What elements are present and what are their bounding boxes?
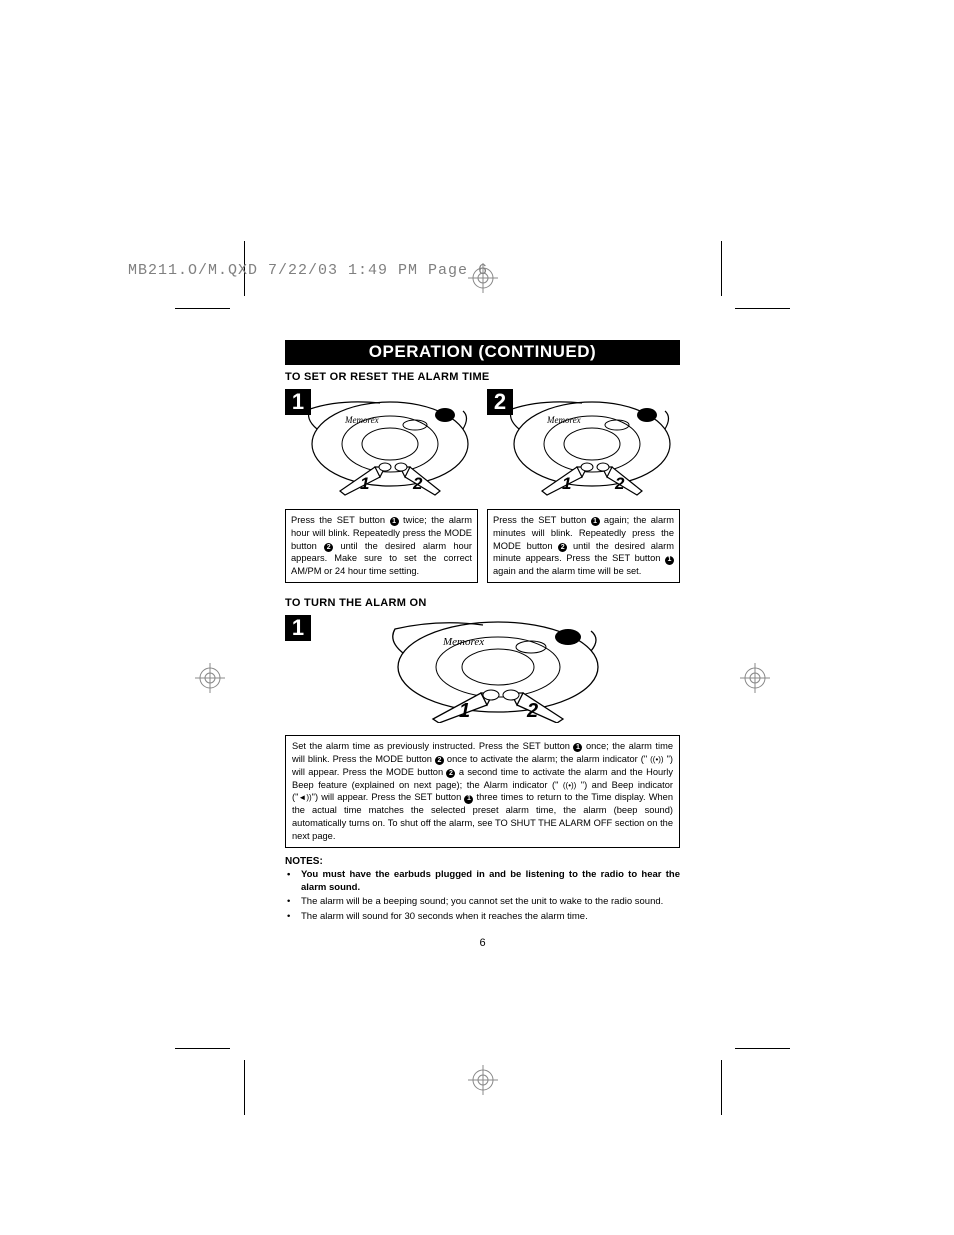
step-on-block: 1 Memorex 1 2 Set the alarm time as prev…: [285, 615, 680, 848]
notes-list: You must have the earbuds plugged in and…: [285, 868, 680, 923]
step-1-block: 1 Memorex 1 2 Press the SET bu: [285, 389, 478, 583]
svg-text:2: 2: [614, 474, 625, 493]
svg-text:1: 1: [459, 700, 470, 722]
svg-text:1: 1: [562, 474, 571, 493]
alarm-icon: ((•)): [650, 755, 663, 764]
reg-mark-right: [740, 663, 770, 693]
page-body: OPERATION (CONTINUED) TO SET OR RESET TH…: [285, 340, 680, 949]
svg-text:Memorex: Memorex: [546, 415, 581, 425]
step-2-badge: 2: [487, 389, 513, 415]
note-item: You must have the earbuds plugged in and…: [285, 868, 680, 895]
notes-heading: NOTES:: [285, 856, 680, 867]
svg-text:2: 2: [526, 700, 538, 722]
device-illustration-1: Memorex 1 2: [285, 389, 478, 497]
step-1-badge: 1: [285, 389, 311, 415]
page-slug: MB211.O/M.QXD 7/22/03 1:49 PM Page 6: [128, 262, 488, 279]
step-on-badge: 1: [285, 615, 311, 641]
reg-mark-left: [195, 663, 225, 693]
reg-mark-bottom: [468, 1065, 498, 1095]
device-illustration-2: Memorex 1 2: [487, 389, 680, 497]
note-item: The alarm will sound for 30 seconds when…: [285, 910, 680, 923]
step-on-text: Set the alarm time as previously instruc…: [285, 735, 680, 848]
subheading-alarm-on: TO TURN THE ALARM ON: [285, 597, 680, 609]
svg-text:Memorex: Memorex: [344, 415, 379, 425]
step-1-text: Press the SET button 1 twice; the alarm …: [285, 509, 478, 583]
svg-text:1: 1: [360, 474, 369, 493]
beep-icon: ◄)): [298, 793, 311, 802]
subheading-alarm-set: TO SET OR RESET THE ALARM TIME: [285, 371, 680, 383]
alarm-icon: ((•)): [563, 781, 576, 790]
step-2-block: 2 Memorex 1 2 Press the SET button 1 aga…: [487, 389, 680, 583]
svg-text:2: 2: [412, 474, 423, 493]
section-title: OPERATION (CONTINUED): [285, 340, 680, 365]
svg-text:Memorex: Memorex: [442, 636, 484, 648]
note-item: The alarm will be a beeping sound; you c…: [285, 895, 680, 908]
step-2-text: Press the SET button 1 again; the alarm …: [487, 509, 680, 583]
device-illustration-3: Memorex 1 2: [363, 615, 623, 723]
page-number: 6: [285, 937, 680, 949]
